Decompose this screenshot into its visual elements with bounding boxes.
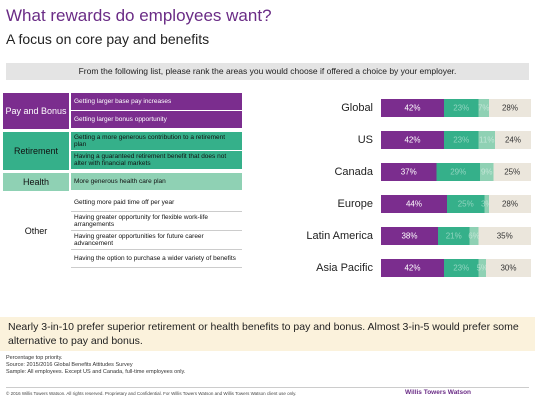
bar-segment (495, 131, 531, 149)
bar-segment (381, 195, 447, 213)
category-label: Europe (338, 198, 373, 210)
value-label: 29% (450, 168, 466, 177)
bar-segment (478, 227, 531, 245)
group-label: Health (3, 173, 69, 191)
value-label: 44% (406, 200, 422, 209)
value-label: 23% (453, 264, 469, 273)
group-label: Other (3, 194, 69, 268)
bar-segment (493, 163, 531, 181)
table-group: Pay and Bonus Getting larger base pay inc… (3, 93, 242, 129)
table-group: Retirement Getting a more generous contri… (3, 132, 242, 170)
bar-segment (438, 227, 470, 245)
bar-segment (480, 163, 494, 181)
bar-segment (444, 131, 479, 149)
table-item: Having the option to purchase a wider va… (71, 250, 242, 268)
value-label: 37% (401, 168, 417, 177)
value-label: 6% (468, 232, 480, 241)
value-label: 7% (478, 104, 490, 113)
value-label: 35% (497, 232, 513, 241)
value-label: 42% (404, 136, 420, 145)
bar-segment (489, 195, 531, 213)
table-group: Health More generous health care plan (3, 173, 242, 191)
bar-segment (381, 163, 437, 181)
bar-segment (489, 99, 531, 117)
category-label: US (358, 134, 373, 146)
copyright: © 2016 Willis Towers Watson. All rights … (6, 391, 297, 396)
bar-segment (447, 195, 485, 213)
table-item: Getting larger bonus opportunity (71, 111, 242, 129)
rewards-table: Pay and Bonus Getting larger base pay inc… (3, 93, 242, 271)
value-label: 23% (453, 104, 469, 113)
bar-segment (478, 259, 486, 277)
bar-segment (444, 99, 479, 117)
group-items: Getting a more generous contribution to … (71, 132, 242, 170)
bar-segment (381, 259, 444, 277)
table-item: Getting more paid time off per year (71, 194, 242, 212)
value-label: 3% (481, 200, 493, 209)
notes: Percentage top priority. Source: 2015/201… (6, 355, 185, 376)
bar-segment (478, 99, 489, 117)
table-item: More generous health care plan (71, 173, 242, 191)
bar-segment (469, 227, 479, 245)
bar-segment (486, 259, 531, 277)
bar-segment (436, 163, 480, 181)
value-label: 23% (453, 136, 469, 145)
banner: From the following list, please rank the… (6, 63, 529, 80)
bar-segment (478, 131, 495, 149)
bar-segment (381, 131, 444, 149)
value-label: 5% (476, 264, 488, 273)
value-label: 28% (502, 200, 518, 209)
value-label: 9% (481, 168, 493, 177)
bar-segment (381, 99, 444, 117)
group-label: Retirement (3, 132, 69, 170)
value-label: 38% (401, 232, 417, 241)
category-label: Asia Pacific (316, 262, 373, 274)
table-item: Getting larger base pay increases (71, 93, 242, 111)
value-label: 42% (404, 264, 420, 273)
bar-segment (484, 195, 489, 213)
group-items: More generous health care plan (71, 173, 242, 191)
note: Sample: All employees. Except US and Can… (6, 369, 186, 375)
value-label: 21% (446, 232, 462, 241)
group-label: Pay and Bonus (3, 93, 69, 129)
bar-segment (381, 227, 438, 245)
value-label: 11% (479, 136, 494, 145)
bar-segment (444, 259, 479, 277)
value-label: 30% (500, 264, 516, 273)
table-group: Other Getting more paid time off per year… (3, 194, 242, 268)
divider (6, 387, 529, 388)
table-item: Having greater opportunities for future … (71, 231, 242, 250)
value-label: 25% (504, 168, 520, 177)
value-label: 25% (458, 200, 474, 209)
callout: Nearly 3-in-10 prefer superior retiremen… (0, 317, 535, 351)
note: Percentage top priority. (6, 355, 63, 361)
value-label: 42% (404, 104, 420, 113)
category-label: Global (341, 102, 373, 114)
chart: Global 42% 23% 7% 28% US 42% 23% 11% 24% Canada 37%… (306, 99, 531, 277)
table-item: Having greater opportunity for flexible … (71, 212, 242, 231)
group-items: Getting larger base pay increases Getting… (71, 93, 242, 129)
title: What rewards do employees want? (6, 6, 272, 25)
group-items: Getting more paid time off per year Havin… (71, 194, 242, 268)
table-item: Getting a more generous contribution to … (71, 132, 242, 151)
value-label: 24% (505, 136, 521, 145)
note: Source: 2015/2016 Global Benefits Attitu… (6, 362, 133, 368)
logo: Willis Towers Watson (405, 389, 472, 396)
subtitle: A focus on core pay and benefits (6, 31, 210, 47)
category-label: Latin America (306, 230, 374, 242)
value-label: 28% (502, 104, 518, 113)
category-label: Canada (334, 166, 373, 178)
table-item: Having a guaranteed retirement benefit t… (71, 151, 242, 170)
